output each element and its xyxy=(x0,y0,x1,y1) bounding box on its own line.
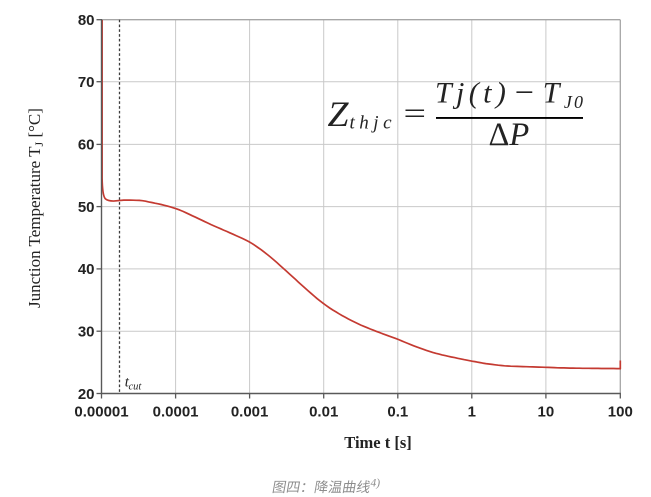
svg-text:10: 10 xyxy=(538,404,555,421)
svg-text:30: 30 xyxy=(78,324,95,341)
svg-text:Tj(t)−TJ0: Tj(t) − T J0 xyxy=(435,75,583,113)
svg-text:4): 4) xyxy=(371,478,381,490)
svg-text:0.01: 0.01 xyxy=(309,404,338,421)
svg-text:thjc: thjc xyxy=(350,113,393,134)
svg-text:tcut: tcut xyxy=(125,375,143,393)
svg-text:70: 70 xyxy=(78,74,95,91)
svg-text:0.0001: 0.0001 xyxy=(153,404,199,421)
svg-text:0.001: 0.001 xyxy=(231,404,269,421)
svg-text:1: 1 xyxy=(468,404,476,421)
svg-text:40: 40 xyxy=(78,261,95,278)
svg-text:=: = xyxy=(404,97,427,130)
svg-text:ΔP: ΔP xyxy=(489,117,530,153)
svg-text:80: 80 xyxy=(78,12,95,29)
svg-text:Time t [s]: Time t [s] xyxy=(344,433,412,452)
svg-text:Z: Z xyxy=(328,94,350,134)
svg-text:50: 50 xyxy=(78,199,95,216)
svg-text:0.1: 0.1 xyxy=(387,404,408,421)
svg-text:0.00001: 0.00001 xyxy=(74,404,128,421)
svg-text:Junction Temperature TJ [°C]: Junction Temperature TJ [°C] xyxy=(25,108,46,308)
svg-text:60: 60 xyxy=(78,137,95,154)
svg-text:100: 100 xyxy=(608,404,633,421)
svg-text:20: 20 xyxy=(78,386,95,403)
